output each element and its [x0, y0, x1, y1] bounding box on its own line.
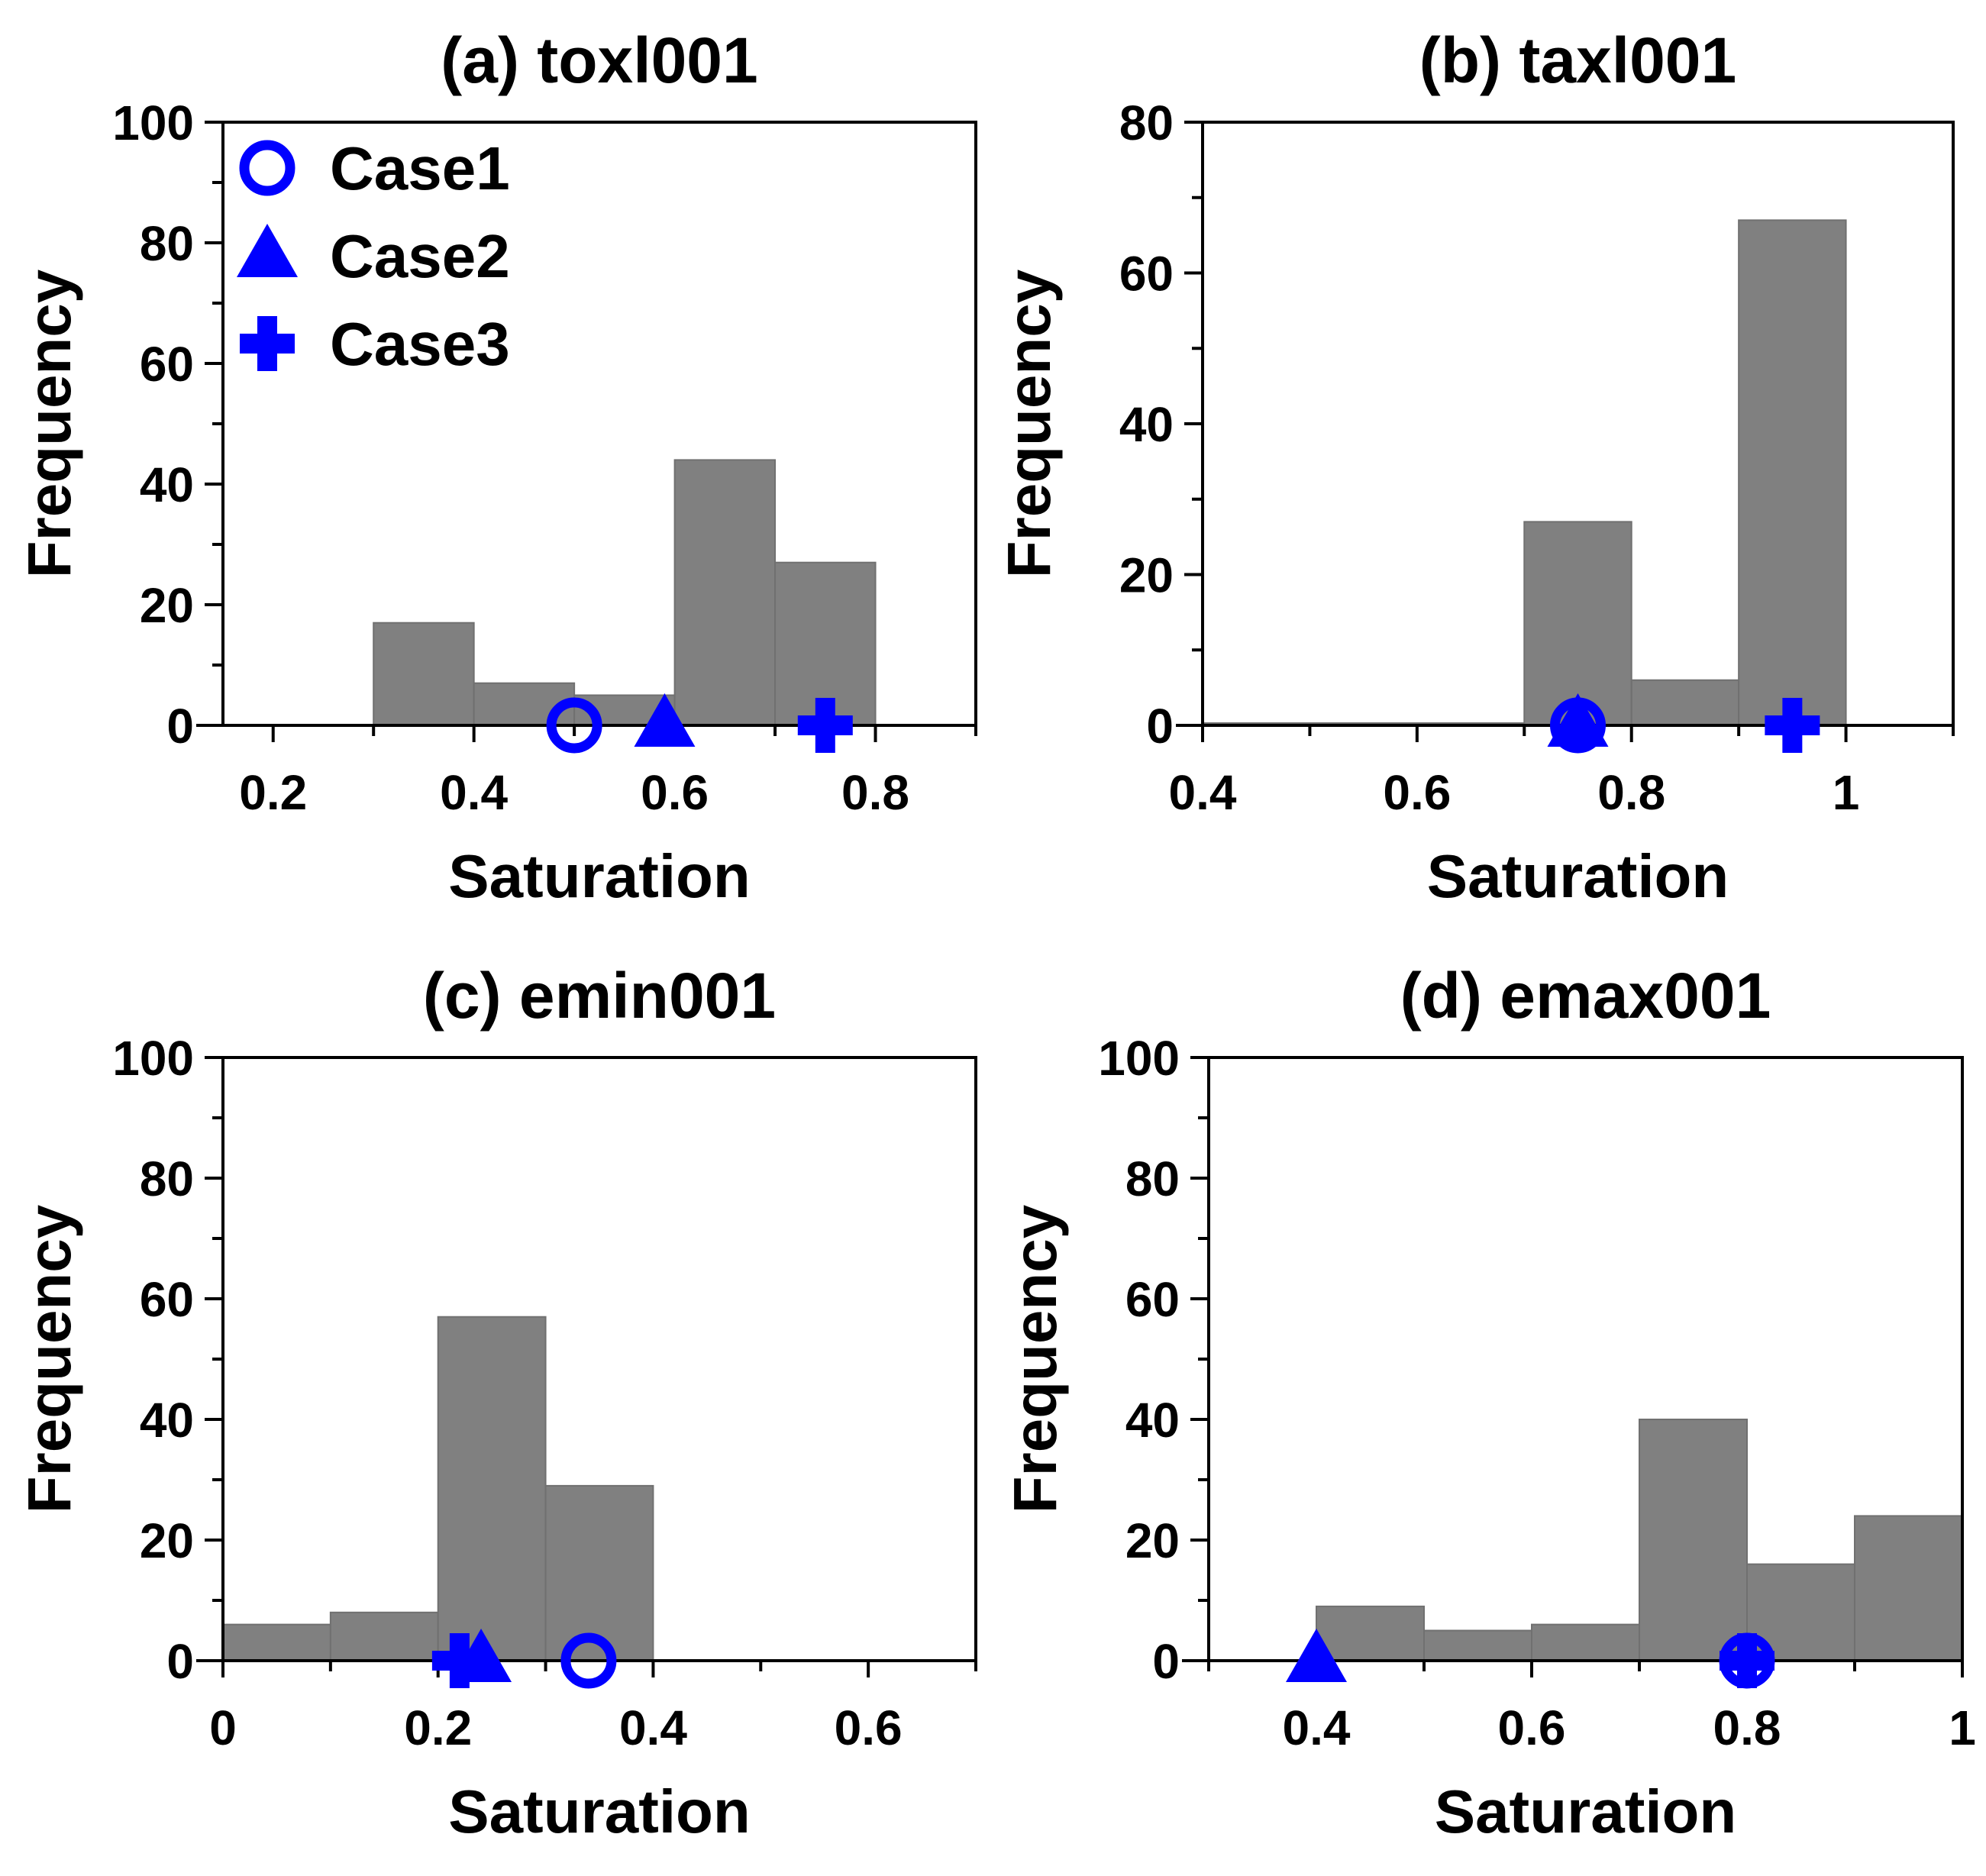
x-tick-label: 0.6 — [1498, 1700, 1566, 1755]
y-tick-label: 60 — [1125, 1272, 1180, 1327]
histogram-bar — [673, 459, 777, 727]
y-axis-label: Frequency — [995, 269, 1063, 578]
y-axis-label: Frequency — [15, 269, 83, 578]
y-tick-label: 80 — [1125, 1151, 1180, 1206]
y-axis-label: Frequency — [15, 1204, 83, 1513]
marker-case3 — [797, 698, 853, 753]
legend-label: Case1 — [330, 134, 510, 202]
y-tick-label: 100 — [112, 95, 194, 150]
chart-title: (b) taxl001 — [1419, 24, 1737, 96]
y-tick-label: 80 — [140, 216, 194, 271]
x-axis-label: Saturation — [1427, 842, 1729, 910]
histogram-bar — [329, 1611, 439, 1662]
histogram-bar — [1316, 1605, 1425, 1661]
x-tick-label: 0.2 — [239, 765, 307, 820]
x-tick-label: 0.6 — [1383, 765, 1451, 820]
histogram-bar — [437, 1316, 547, 1661]
marker-case2 — [634, 693, 696, 747]
y-tick-label: 80 — [140, 1151, 194, 1206]
x-tick-label: 0.4 — [1283, 1700, 1351, 1755]
marker-case1 — [546, 697, 602, 754]
legend-label: Case2 — [330, 222, 510, 290]
x-tick-label: 0.4 — [1169, 765, 1237, 820]
y-tick-label: 20 — [1119, 548, 1174, 603]
y-tick-label: 0 — [1146, 699, 1174, 754]
y-tick-label: 60 — [140, 337, 194, 392]
histogram-bar — [222, 1623, 331, 1662]
x-tick-label: 0.6 — [641, 765, 709, 820]
marker-case1 — [560, 1632, 617, 1689]
marker-case2 — [1547, 693, 1609, 747]
chart-panel-d: 0 20 40 60 80 100 0.4 0.6 0.8 1 (d) emax001 Saturat… — [1001, 960, 1976, 1845]
legend: Case1 Case2 Case3 — [237, 134, 510, 378]
chart-title: (a) toxl001 — [441, 24, 758, 96]
y-tick-label: 0 — [166, 699, 194, 754]
y-tick-label: 100 — [1098, 1031, 1180, 1086]
chart-title: (d) emax001 — [1400, 960, 1771, 1032]
histogram-bar — [544, 1484, 654, 1662]
y-tick-label: 40 — [140, 457, 194, 512]
chart-panel-b: 0 20 40 60 80 0.4 0.6 0.8 1 (b) taxl001 Saturation… — [995, 24, 1955, 910]
marker-case3 — [1765, 698, 1820, 753]
y-tick-label: 0 — [1152, 1634, 1180, 1689]
y-tick-label: 40 — [1119, 397, 1174, 452]
histogram-bar — [1738, 219, 1847, 726]
x-axis-label: Saturation — [448, 1778, 751, 1845]
y-tick-label: 100 — [112, 1031, 194, 1086]
legend-marker-case3 — [240, 316, 295, 371]
y-tick-label: 0 — [166, 1634, 194, 1689]
y-tick-label: 60 — [140, 1272, 194, 1327]
marker-case3 — [1720, 1633, 1774, 1688]
x-tick-label: 0.8 — [1713, 1700, 1781, 1755]
legend-label: Case3 — [330, 310, 510, 378]
y-axis-label: Frequency — [1001, 1204, 1069, 1513]
x-tick-label: 0.2 — [404, 1700, 472, 1755]
x-tick-label: 1 — [1949, 1700, 1976, 1755]
marker-case2 — [1286, 1629, 1347, 1682]
x-tick-label: 0 — [209, 1700, 237, 1755]
y-tick-label: 20 — [140, 1513, 194, 1568]
y-tick-label: 40 — [1125, 1393, 1180, 1448]
chart-panel-c: 0 20 40 60 80 100 0 0.2 0.4 0.6 (c) emin001 Saturat… — [15, 960, 977, 1845]
y-tick-label: 80 — [1119, 95, 1174, 150]
histogram-bar — [774, 561, 877, 727]
x-axis-label: Saturation — [448, 842, 751, 910]
chart-title: (c) emin001 — [423, 960, 776, 1032]
x-tick-label: 0.6 — [835, 1700, 903, 1755]
histogram-bar — [1423, 1629, 1532, 1661]
x-tick-label: 0.8 — [1597, 765, 1665, 820]
x-axis-label: Saturation — [1435, 1778, 1737, 1845]
x-tick-label: 0.4 — [619, 1700, 687, 1755]
legend-marker-case1 — [239, 140, 295, 196]
x-tick-label: 0.4 — [440, 765, 508, 820]
x-tick-label: 1 — [1833, 765, 1860, 820]
y-tick-label: 20 — [140, 578, 194, 633]
histogram-bar — [1639, 1419, 1748, 1661]
chart-panel-a: 0 20 40 60 80 100 0.2 0.4 0.6 0.8 (a) toxl001 Satur… — [15, 24, 977, 910]
y-tick-label: 60 — [1119, 247, 1174, 302]
histogram-bar — [1630, 679, 1740, 726]
histogram-bar — [373, 622, 475, 727]
histogram-bar — [1523, 521, 1632, 726]
y-tick-label: 40 — [140, 1393, 194, 1448]
legend-marker-case2 — [237, 224, 298, 277]
x-tick-label: 0.8 — [841, 765, 909, 820]
y-tick-label: 20 — [1125, 1513, 1180, 1568]
histogram-bar — [1531, 1623, 1640, 1662]
histogram-bar — [1854, 1515, 1963, 1662]
marker-case3 — [431, 1633, 487, 1688]
